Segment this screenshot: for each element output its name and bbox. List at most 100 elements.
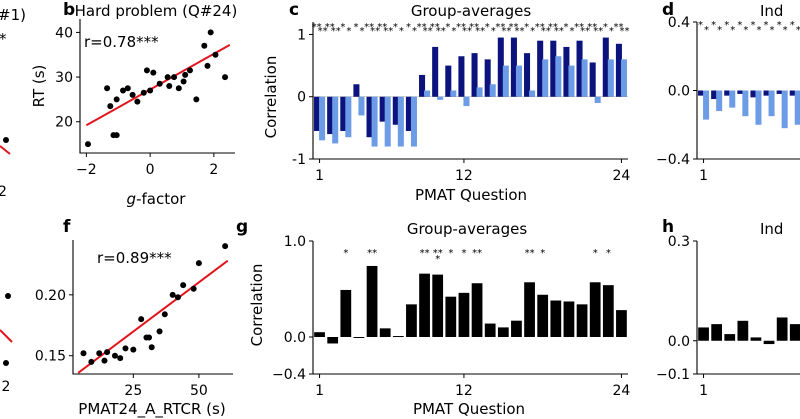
b-scatter-point xyxy=(156,80,163,87)
c-bar-light xyxy=(384,96,391,147)
h-bar xyxy=(737,320,749,341)
f-scatter-point xyxy=(80,350,87,357)
a-xtick-label: 2 xyxy=(0,184,7,200)
d-bar-dark xyxy=(737,90,744,94)
b-ytick-label: 30 xyxy=(55,70,73,86)
c-bar-dark xyxy=(366,96,373,138)
c-bar-dark xyxy=(458,56,465,97)
h-panel-letter: h xyxy=(662,217,674,237)
g-significance-star: * xyxy=(540,248,545,259)
g-ytick-label: 0.0 xyxy=(284,330,306,346)
c-bar-light xyxy=(555,56,562,97)
g-panel-letter: g xyxy=(236,217,248,237)
f-annotation: r=0.89*** xyxy=(97,249,172,267)
c-ytick-label: -1 xyxy=(292,152,306,168)
d-panel-letter: d xyxy=(662,0,674,20)
b-axes xyxy=(79,19,235,154)
c-star-dark: ** xyxy=(417,22,427,33)
b-scatter-point xyxy=(150,69,157,76)
b-scatter-point xyxy=(140,89,147,96)
b-scatter-point xyxy=(222,74,229,81)
c-bar-dark xyxy=(419,74,426,97)
b-scatter-point xyxy=(166,83,173,89)
c-ytick-label: 1 xyxy=(297,27,306,43)
f-panel-letter: f xyxy=(63,217,71,237)
c-bar-dark xyxy=(340,96,347,131)
g-significance-star: ** xyxy=(420,248,430,259)
c-bar-light xyxy=(397,96,404,147)
g-bar xyxy=(458,292,470,337)
c-bar-dark xyxy=(563,46,570,97)
c-star-light: ** xyxy=(593,26,603,37)
d-star-light: * xyxy=(796,25,800,36)
g-bar xyxy=(524,282,535,337)
c-bar-dark xyxy=(550,40,557,97)
f-scatter-point xyxy=(174,294,181,301)
f-xtick-label: 50 xyxy=(190,383,208,399)
c-bar-dark xyxy=(484,59,491,97)
g-title: Group-averages xyxy=(407,220,527,238)
d-star-light: * xyxy=(756,25,761,36)
c-star-dark: ** xyxy=(587,22,597,33)
c-star-light: * xyxy=(609,26,614,37)
g-bar xyxy=(432,274,444,337)
d-star-light: * xyxy=(717,25,722,36)
c-bar-dark xyxy=(537,40,544,97)
c-bar-light xyxy=(332,96,339,144)
g-significance-star: * xyxy=(593,248,598,259)
g-bar xyxy=(563,301,575,337)
f-scatter-point xyxy=(104,349,111,356)
c-bar-light xyxy=(424,90,431,97)
b-scatter-point xyxy=(186,67,193,74)
h-bar xyxy=(711,324,723,341)
c-star-dark: * xyxy=(563,22,568,33)
d-star-light: * xyxy=(730,25,735,36)
f-scatter-point xyxy=(180,282,187,289)
b-scatter-point xyxy=(147,87,154,94)
c-star-dark: * xyxy=(485,22,490,33)
c-star-light: ** xyxy=(318,26,328,37)
c-bar-dark xyxy=(602,37,609,97)
b-scatter-point xyxy=(180,78,187,85)
c-bar-dark xyxy=(445,65,452,97)
g-bar xyxy=(589,282,601,337)
b-annotation: r=0.78*** xyxy=(84,33,159,51)
c-bar-dark xyxy=(405,96,412,131)
f-scatter-point xyxy=(111,352,118,359)
c-star-dark: ** xyxy=(613,22,623,33)
c-star-light: ** xyxy=(462,26,472,37)
b-scatter-point xyxy=(107,103,114,110)
d-ytick-label: 0.4 xyxy=(668,15,690,31)
c-bar-light xyxy=(568,65,575,97)
c-star-dark: * xyxy=(524,22,529,33)
c-bar-dark xyxy=(314,96,321,131)
f-scatter-point xyxy=(190,285,197,292)
f-scatter-point xyxy=(148,344,155,351)
g-bar xyxy=(314,332,325,337)
b-scatter-point xyxy=(164,74,171,81)
c-bar-light xyxy=(476,87,483,97)
c-star-dark: ** xyxy=(508,22,518,33)
g-bar xyxy=(366,265,378,337)
c-bar-dark xyxy=(497,37,504,97)
g-bar xyxy=(616,310,627,337)
h-bar xyxy=(789,324,800,341)
d-xtick-label: 1 xyxy=(699,168,708,184)
c-star-light: ** xyxy=(370,26,380,37)
b-scatter-point xyxy=(113,132,120,139)
c-star-dark: ** xyxy=(535,22,545,33)
c-star-dark: ** xyxy=(469,22,479,33)
b-scatter-point xyxy=(212,51,219,58)
d-star-dark: * xyxy=(750,20,755,31)
b-scatter-point xyxy=(124,85,131,92)
g-xtick-label: 1 xyxy=(315,383,324,399)
b-scatter-point xyxy=(204,62,211,69)
b-scatter-point xyxy=(113,96,120,103)
c-bar-dark xyxy=(524,53,531,97)
f-regression-line xyxy=(77,259,229,374)
c-bar-light xyxy=(410,96,417,147)
h-bar xyxy=(763,340,775,345)
e-point xyxy=(3,360,9,366)
c-bar-light xyxy=(358,96,365,116)
g-bar xyxy=(576,304,588,337)
